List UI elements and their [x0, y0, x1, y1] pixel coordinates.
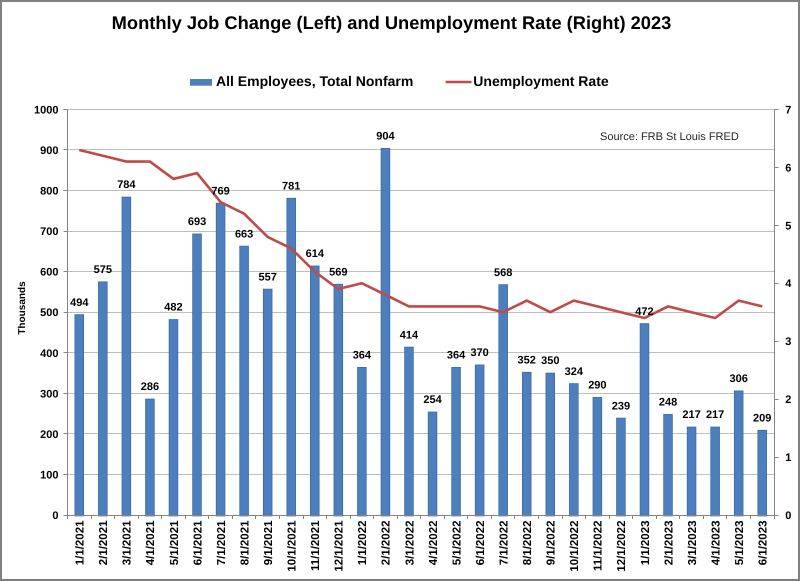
svg-text:Unemployment Rate: Unemployment Rate [473, 73, 609, 89]
svg-text:1/1/2022: 1/1/2022 [357, 521, 369, 566]
svg-text:6/1/2022: 6/1/2022 [475, 521, 487, 566]
svg-text:569: 569 [329, 266, 347, 278]
svg-text:6/1/2023: 6/1/2023 [758, 521, 770, 566]
svg-text:364: 364 [447, 350, 466, 362]
svg-text:9/1/2021: 9/1/2021 [263, 520, 275, 565]
svg-text:10/1/2021: 10/1/2021 [287, 520, 299, 572]
svg-text:5: 5 [785, 220, 791, 232]
svg-text:784: 784 [117, 179, 136, 191]
svg-text:300: 300 [40, 388, 58, 400]
svg-text:370: 370 [470, 347, 488, 359]
svg-text:1: 1 [785, 452, 791, 464]
svg-text:5/1/2023: 5/1/2023 [734, 521, 746, 566]
svg-text:12/1/2021: 12/1/2021 [334, 520, 346, 572]
svg-text:3: 3 [785, 336, 791, 348]
svg-text:11/1/2022: 11/1/2022 [593, 521, 605, 572]
svg-text:0: 0 [52, 510, 58, 522]
svg-text:5/1/2021: 5/1/2021 [169, 520, 181, 565]
svg-text:900: 900 [40, 145, 58, 157]
svg-text:8/1/2022: 8/1/2022 [522, 521, 534, 566]
svg-text:7/1/2022: 7/1/2022 [498, 521, 510, 566]
svg-text:All Employees, Total Nonfarm: All Employees, Total Nonfarm [216, 73, 413, 89]
svg-text:6: 6 [785, 162, 791, 174]
svg-text:3/1/2023: 3/1/2023 [687, 521, 699, 566]
svg-text:Monthly Job Change (Left) and: Monthly Job Change (Left) and Unemployme… [112, 12, 672, 33]
svg-text:0: 0 [785, 510, 791, 522]
svg-text:100: 100 [40, 469, 58, 481]
svg-text:239: 239 [612, 400, 630, 412]
svg-text:1000: 1000 [34, 104, 58, 116]
svg-text:306: 306 [730, 373, 748, 385]
svg-text:286: 286 [141, 381, 159, 393]
svg-text:663: 663 [235, 228, 253, 240]
svg-text:614: 614 [306, 248, 325, 260]
svg-text:3/1/2021: 3/1/2021 [122, 520, 134, 565]
svg-text:7/1/2021: 7/1/2021 [216, 520, 228, 565]
svg-text:6/1/2021: 6/1/2021 [192, 520, 204, 565]
svg-text:4/1/2021: 4/1/2021 [145, 520, 157, 565]
svg-text:568: 568 [494, 267, 512, 279]
svg-text:248: 248 [659, 397, 677, 409]
svg-text:557: 557 [259, 271, 277, 283]
svg-text:4/1/2022: 4/1/2022 [428, 521, 440, 566]
svg-text:364: 364 [353, 350, 372, 362]
svg-text:200: 200 [40, 429, 58, 441]
svg-text:482: 482 [164, 302, 182, 314]
svg-text:254: 254 [423, 394, 442, 406]
svg-text:5/1/2022: 5/1/2022 [451, 521, 463, 566]
svg-text:8/1/2021: 8/1/2021 [239, 520, 251, 565]
svg-text:781: 781 [282, 180, 300, 192]
svg-text:500: 500 [40, 307, 58, 319]
svg-text:693: 693 [188, 216, 206, 228]
svg-text:Source: FRB St Louis FRED: Source: FRB St Louis FRED [600, 131, 739, 143]
svg-text:472: 472 [635, 306, 653, 318]
svg-text:217: 217 [682, 409, 700, 421]
svg-text:1/1/2023: 1/1/2023 [640, 521, 652, 566]
svg-text:414: 414 [400, 329, 419, 341]
svg-text:1/1/2021: 1/1/2021 [75, 520, 87, 565]
svg-text:4/1/2023: 4/1/2023 [710, 521, 722, 566]
svg-text:769: 769 [211, 185, 229, 197]
svg-text:324: 324 [565, 366, 584, 378]
svg-text:2/1/2021: 2/1/2021 [98, 520, 110, 565]
svg-text:904: 904 [376, 131, 395, 143]
svg-text:2: 2 [785, 394, 791, 406]
svg-text:350: 350 [541, 355, 559, 367]
svg-text:600: 600 [40, 267, 58, 279]
svg-text:12/1/2022: 12/1/2022 [616, 521, 628, 572]
svg-text:352: 352 [518, 354, 536, 366]
svg-text:700: 700 [40, 226, 58, 238]
svg-text:3/1/2022: 3/1/2022 [404, 521, 416, 566]
svg-text:217: 217 [706, 409, 724, 421]
svg-text:10/1/2022: 10/1/2022 [569, 521, 581, 572]
svg-text:800: 800 [40, 186, 58, 198]
svg-text:400: 400 [40, 348, 58, 360]
svg-text:Thousands: Thousands [17, 281, 28, 335]
svg-text:2/1/2022: 2/1/2022 [381, 521, 393, 566]
svg-text:11/1/2021: 11/1/2021 [310, 520, 322, 571]
svg-text:290: 290 [588, 380, 606, 392]
svg-text:4: 4 [785, 278, 792, 290]
svg-text:9/1/2022: 9/1/2022 [546, 521, 558, 566]
svg-text:494: 494 [70, 297, 89, 309]
svg-text:7: 7 [785, 104, 791, 116]
svg-text:2/1/2023: 2/1/2023 [663, 521, 675, 566]
svg-text:575: 575 [94, 264, 112, 276]
svg-text:209: 209 [753, 412, 771, 424]
